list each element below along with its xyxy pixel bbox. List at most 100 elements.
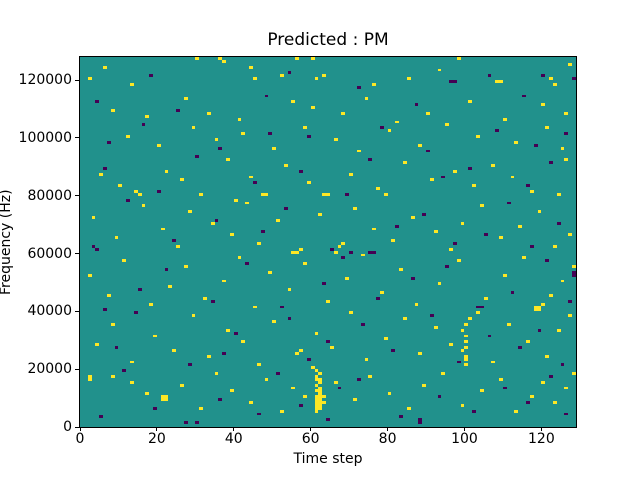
heatmap-cell xyxy=(360,253,365,257)
heatmap-cell xyxy=(522,256,526,260)
heatmap-cell xyxy=(326,340,330,344)
heatmap-cell xyxy=(322,395,327,399)
heatmap-cell xyxy=(141,123,146,127)
heatmap-cell xyxy=(249,65,254,69)
heatmap-cell xyxy=(329,247,334,251)
heatmap-cell xyxy=(383,337,388,341)
heatmap-cell xyxy=(287,288,292,292)
heatmap-cell xyxy=(464,340,469,344)
heatmap-cell xyxy=(537,308,542,312)
heatmap-cell xyxy=(572,273,576,277)
y-tick-label: 60000 xyxy=(27,245,72,262)
heatmap-cell xyxy=(118,184,123,188)
heatmap-cell xyxy=(110,322,115,326)
heatmap-cell xyxy=(518,224,523,228)
heatmap-cell xyxy=(533,308,538,312)
heatmap-cell xyxy=(322,192,327,196)
heatmap-cell xyxy=(476,305,480,309)
heatmap-cell xyxy=(414,302,419,306)
heatmap-cell xyxy=(129,83,134,86)
heatmap-cell xyxy=(368,158,373,162)
heatmap-cell xyxy=(422,213,427,216)
x-tick-mark xyxy=(540,427,542,431)
heatmap-cell xyxy=(303,395,307,399)
heatmap-cell xyxy=(564,111,569,115)
heatmap-cell xyxy=(541,302,546,306)
heatmap-cell xyxy=(549,77,553,81)
heatmap-cell xyxy=(564,386,569,390)
heatmap-cell xyxy=(310,57,315,60)
heatmap-cell xyxy=(376,296,380,300)
heatmap-cell xyxy=(402,317,407,321)
heatmap-cell xyxy=(122,369,127,373)
heatmap-cell xyxy=(556,192,561,196)
heatmap-cell xyxy=(383,192,388,196)
heatmap-cell xyxy=(506,201,511,205)
y-axis-label: Frequency (Hz) xyxy=(0,189,14,295)
heatmap-cell xyxy=(479,389,484,393)
heatmap-cell xyxy=(318,400,323,404)
heatmap-cell xyxy=(306,181,311,185)
heatmap-cell xyxy=(487,334,492,338)
heatmap-cell xyxy=(414,103,419,107)
heatmap-cell xyxy=(218,398,223,401)
heatmap-cell xyxy=(137,192,142,196)
heatmap-cell xyxy=(291,250,296,254)
heatmap-cell xyxy=(272,146,277,150)
y-tick-mark xyxy=(75,426,79,428)
heatmap-cell xyxy=(253,305,257,309)
heatmap-cell xyxy=(568,62,573,66)
heatmap-cell xyxy=(437,68,442,72)
heatmap-cell xyxy=(395,120,400,124)
x-tick-label: 60 xyxy=(301,431,320,447)
heatmap-cell xyxy=(314,406,319,410)
heatmap-cell xyxy=(549,161,553,164)
heatmap-cell xyxy=(418,351,423,355)
heatmap-cell xyxy=(283,207,288,211)
heatmap-cell xyxy=(156,143,161,147)
heatmap-cell xyxy=(372,250,377,254)
heatmap-cell xyxy=(556,221,561,225)
heatmap-cell xyxy=(156,189,161,193)
x-tick-label: 20 xyxy=(147,431,166,447)
heatmap-cell xyxy=(179,178,184,182)
y-tick-label: 100000 xyxy=(18,129,72,146)
heatmap-cell xyxy=(502,117,507,121)
heatmap-cell xyxy=(153,406,157,410)
heatmap-cell xyxy=(410,215,415,219)
heatmap-cell xyxy=(145,114,150,118)
heatmap-cell xyxy=(560,279,565,283)
heatmap-cell xyxy=(541,380,546,384)
x-tick-mark xyxy=(233,427,235,431)
heatmap-cell xyxy=(268,132,273,136)
heatmap-cell xyxy=(314,409,319,413)
y-tick-mark xyxy=(75,253,79,255)
heatmap-cell xyxy=(418,143,423,147)
heatmap-cell xyxy=(206,354,211,358)
heatmap-cell xyxy=(95,343,100,347)
heatmap-cell xyxy=(226,158,230,162)
heatmap-cell xyxy=(426,111,430,115)
heatmap-cell xyxy=(556,328,561,332)
heatmap-cell xyxy=(256,363,261,367)
y-tick-label: 40000 xyxy=(27,303,72,320)
heatmap-cell xyxy=(214,372,219,375)
heatmap-cell xyxy=(95,247,100,251)
heatmap-cell xyxy=(529,189,534,193)
heatmap-cell xyxy=(356,377,361,381)
heatmap-cell xyxy=(349,250,353,254)
heatmap-cell xyxy=(133,311,138,315)
heatmap-cell xyxy=(402,161,407,164)
heatmap-cell xyxy=(452,80,457,84)
x-tick-mark xyxy=(79,427,81,431)
chart-title: Predicted : PM xyxy=(267,30,389,50)
y-tick-label: 20000 xyxy=(27,361,72,378)
heatmap-cell xyxy=(464,334,469,338)
heatmap-cell xyxy=(172,239,177,242)
heatmap-cell xyxy=(468,166,473,170)
heatmap-cell xyxy=(233,198,238,202)
heatmap-cell xyxy=(549,374,553,378)
heatmap-cell xyxy=(499,377,503,381)
heatmap-cell xyxy=(283,163,288,167)
x-tick-mark xyxy=(463,427,465,431)
